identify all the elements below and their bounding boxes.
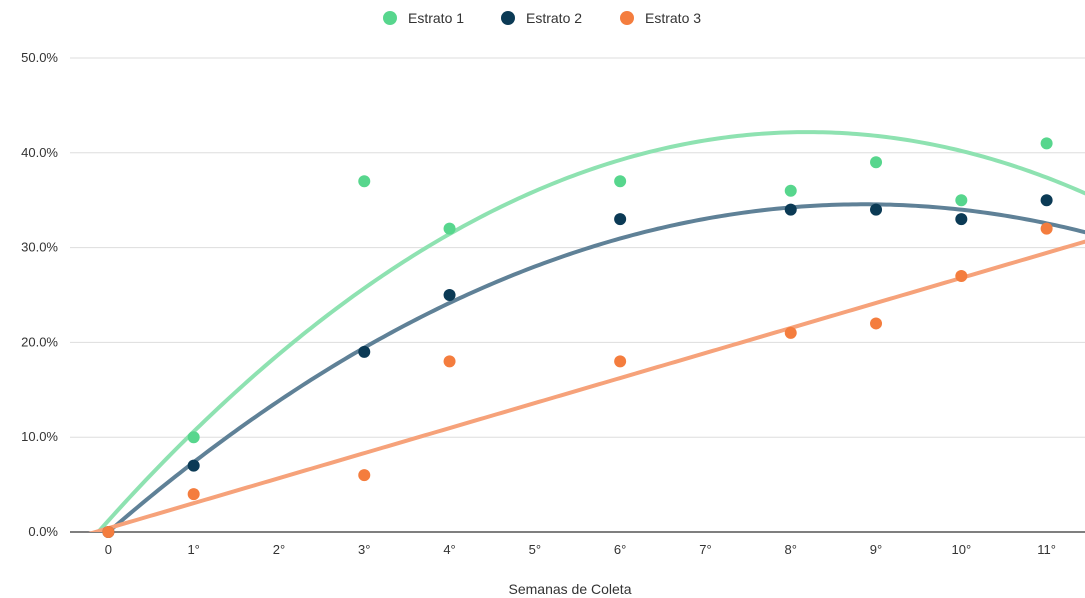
x-tick-label: 7°: [699, 542, 711, 557]
legend-label: Estrato 2: [526, 10, 582, 26]
y-axis: 0.0% 10.0% 20.0% 30.0% 40.0% 50.0%: [21, 50, 58, 539]
data-point-estrato-3[interactable]: [870, 317, 883, 330]
trendline-estrato-1: [95, 130, 1085, 532]
legend-marker-estrato-3: [620, 11, 634, 25]
legend-marker-estrato-1: [383, 11, 397, 25]
data-point-estrato-2[interactable]: [784, 203, 797, 216]
x-tick-label: 6°: [614, 542, 626, 557]
trendline-estrato-3: [88, 239, 1085, 532]
x-tick-label: 1°: [187, 542, 199, 557]
x-tick-label: 0: [105, 542, 112, 557]
data-point-estrato-3[interactable]: [358, 469, 371, 482]
data-point-estrato-3[interactable]: [187, 488, 200, 501]
y-tick-label: 0.0%: [28, 524, 58, 539]
x-tick-label: 3°: [358, 542, 370, 557]
data-point-estrato-1[interactable]: [784, 184, 797, 197]
data-point-estrato-2[interactable]: [358, 345, 371, 358]
x-tick-label: 11°: [1037, 542, 1056, 557]
trendlines: [88, 130, 1085, 532]
data-points: [102, 137, 1053, 538]
legend-label: Estrato 3: [645, 10, 701, 26]
data-point-estrato-2[interactable]: [955, 213, 968, 226]
data-point-estrato-2[interactable]: [614, 213, 627, 226]
data-point-estrato-2[interactable]: [443, 289, 456, 301]
legend[interactable]: Estrato 1 Estrato 2 Estrato 3: [383, 10, 701, 26]
data-point-estrato-2[interactable]: [870, 203, 883, 216]
data-point-estrato-1[interactable]: [443, 222, 456, 235]
x-tick-label: 10°: [951, 542, 971, 557]
x-axis: 0 1° 2° 3° 4° 5° 6° 7° 8° 9° 10° 11°: [105, 542, 1056, 557]
y-tick-label: 30.0%: [21, 240, 58, 255]
legend-label: Estrato 1: [408, 10, 464, 26]
x-tick-label: 5°: [529, 542, 541, 557]
data-point-estrato-3[interactable]: [102, 526, 115, 538]
data-point-estrato-3[interactable]: [443, 355, 456, 368]
grid: [70, 57, 1085, 533]
x-tick-label: 9°: [870, 542, 882, 557]
data-point-estrato-2[interactable]: [187, 459, 200, 472]
y-tick-label: 50.0%: [21, 50, 58, 65]
x-tick-label: 2°: [273, 542, 285, 557]
data-point-estrato-1[interactable]: [358, 175, 371, 188]
data-point-estrato-3[interactable]: [784, 326, 797, 339]
data-point-estrato-1[interactable]: [614, 175, 627, 188]
data-point-estrato-1[interactable]: [870, 156, 883, 169]
data-point-estrato-2[interactable]: [1040, 194, 1053, 207]
data-point-estrato-3[interactable]: [1040, 222, 1053, 235]
x-axis-title: Semanas de Coleta: [509, 581, 632, 597]
trendline-estrato-2: [105, 202, 1085, 532]
data-point-estrato-1[interactable]: [187, 431, 200, 444]
x-tick-label: 8°: [785, 542, 797, 557]
y-tick-label: 20.0%: [21, 334, 58, 349]
data-point-estrato-1[interactable]: [955, 194, 968, 207]
x-tick-label: 4°: [443, 542, 455, 557]
data-point-estrato-3[interactable]: [955, 270, 968, 283]
data-point-estrato-1[interactable]: [1040, 137, 1053, 150]
y-tick-label: 10.0%: [21, 429, 58, 444]
y-tick-label: 40.0%: [21, 145, 58, 160]
legend-marker-estrato-2: [501, 11, 515, 25]
data-point-estrato-3[interactable]: [614, 355, 627, 368]
